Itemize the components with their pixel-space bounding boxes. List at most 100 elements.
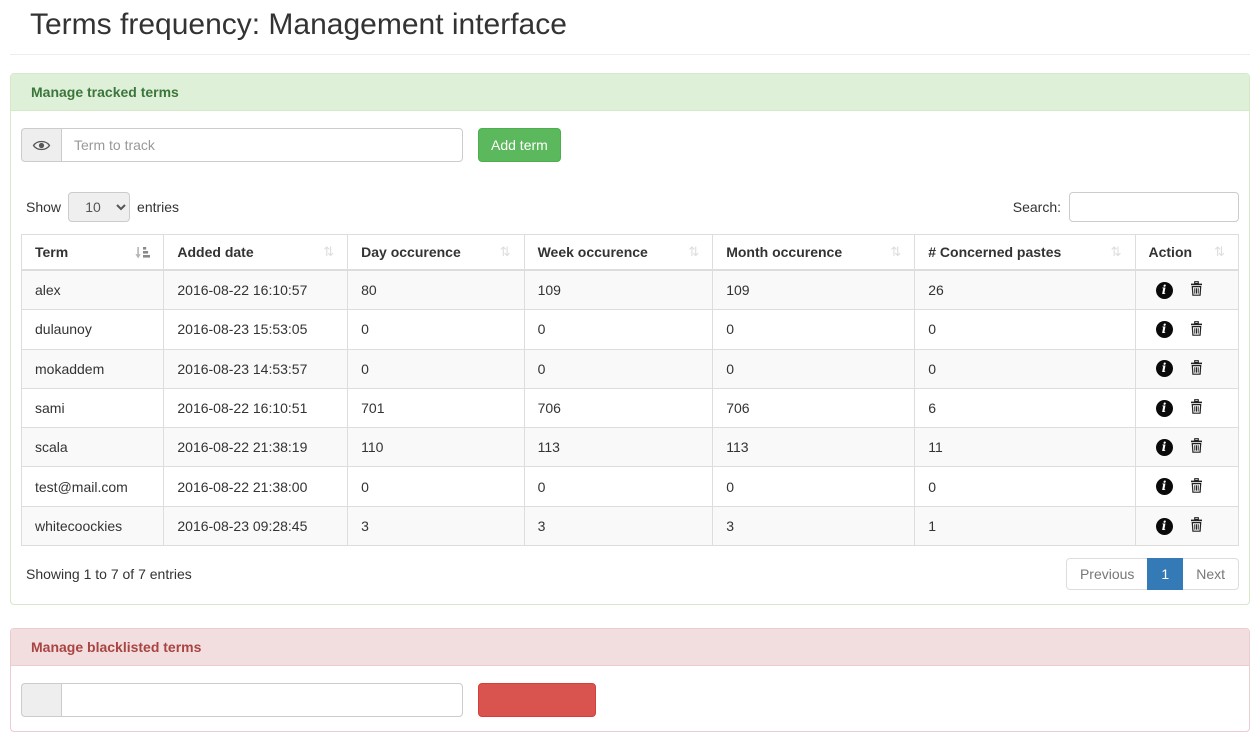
tracked-terms-panel: Manage tracked terms Add term Show (10, 73, 1250, 605)
cell-concerned-pastes: 0 (915, 310, 1135, 349)
blacklisted-terms-panel-heading: Manage blacklisted terms (11, 629, 1249, 666)
cell-term: dulaunoy (22, 310, 164, 349)
cell-month-occurence: 109 (713, 270, 915, 310)
tracked-terms-panel-body: Add term Show 10 entries Search: (11, 111, 1249, 604)
column-header-day-occurence[interactable]: Day occurence ⇅ (348, 235, 524, 271)
trash-icon[interactable] (1190, 478, 1203, 496)
cell-week-occurence: 0 (524, 467, 713, 506)
tracked-terms-table: Term Added date (21, 234, 1239, 546)
table-header-row: Term Added date (22, 235, 1239, 271)
cell-action: i (1135, 310, 1239, 349)
trash-icon[interactable] (1190, 438, 1203, 456)
cell-concerned-pastes: 1 (915, 506, 1135, 545)
table-header: Term Added date (22, 235, 1239, 271)
column-header-added-date[interactable]: Added date ⇅ (164, 235, 348, 271)
trash-icon[interactable] (1190, 321, 1203, 339)
info-icon[interactable]: i (1156, 400, 1173, 417)
table-row: scala 2016-08-22 21:38:19 110 113 113 11… (22, 428, 1239, 467)
cell-added-date: 2016-08-22 21:38:00 (164, 467, 348, 506)
cell-day-occurence: 80 (348, 270, 524, 310)
main-container: Manage tracked terms Add term Show (0, 73, 1260, 732)
cell-added-date: 2016-08-22 16:10:51 (164, 388, 348, 427)
table-search-control: Search: (1013, 192, 1239, 222)
table-info-text: Showing 1 to 7 of 7 entries (21, 566, 192, 582)
cell-added-date: 2016-08-23 14:53:57 (164, 349, 348, 388)
trash-icon[interactable] (1190, 281, 1203, 299)
table-controls-row: Show 10 entries Search: (21, 192, 1239, 222)
column-header-month-occurence[interactable]: Month occurence ⇅ (713, 235, 915, 271)
cell-action: i (1135, 467, 1239, 506)
page-length-select[interactable]: 10 (68, 192, 130, 222)
cell-concerned-pastes: 0 (915, 467, 1135, 506)
search-label: Search: (1013, 199, 1061, 215)
pagination-previous-button[interactable]: Previous (1066, 558, 1148, 590)
cell-month-occurence: 3 (713, 506, 915, 545)
table-row: whitecoockies 2016-08-23 09:28:45 3 3 3 … (22, 506, 1239, 545)
cell-added-date: 2016-08-22 16:10:57 (164, 270, 348, 310)
cell-day-occurence: 701 (348, 388, 524, 427)
info-icon[interactable]: i (1156, 439, 1173, 456)
table-row: mokaddem 2016-08-23 14:53:57 0 0 0 0 i (22, 349, 1239, 388)
column-header-week-occurence[interactable]: Week occurence ⇅ (524, 235, 713, 271)
column-header-concerned-pastes[interactable]: # Concerned pastes ⇅ (915, 235, 1135, 271)
sort-both-icon: ⇅ (323, 244, 334, 260)
eye-icon (32, 139, 51, 152)
eye-icon-addon (21, 128, 61, 162)
search-input[interactable] (1069, 192, 1239, 222)
trash-icon[interactable] (1190, 399, 1203, 417)
info-icon[interactable]: i (1156, 282, 1173, 299)
cell-day-occurence: 0 (348, 310, 524, 349)
term-to-track-input[interactable] (61, 128, 463, 162)
sort-ascending-icon (135, 246, 150, 259)
cell-week-occurence: 706 (524, 388, 713, 427)
pagination-next-button[interactable]: Next (1182, 558, 1239, 590)
cell-week-occurence: 3 (524, 506, 713, 545)
cell-term: alex (22, 270, 164, 310)
cell-month-occurence: 706 (713, 388, 915, 427)
cell-added-date: 2016-08-23 09:28:45 (164, 506, 348, 545)
cell-concerned-pastes: 0 (915, 349, 1135, 388)
column-header-action[interactable]: Action ⇅ (1135, 235, 1239, 271)
table-row: sami 2016-08-22 16:10:51 701 706 706 6 i (22, 388, 1239, 427)
trash-icon[interactable] (1190, 517, 1203, 535)
page-length-control: Show 10 entries (21, 192, 179, 222)
cell-action: i (1135, 388, 1239, 427)
table-row: test@mail.com 2016-08-22 21:38:00 0 0 0 … (22, 467, 1239, 506)
cell-action: i (1135, 506, 1239, 545)
info-icon[interactable]: i (1156, 518, 1173, 535)
table-body: alex 2016-08-22 16:10:57 80 109 109 26 i (22, 270, 1239, 546)
info-icon[interactable]: i (1156, 321, 1173, 338)
cell-day-occurence: 0 (348, 467, 524, 506)
page-title: Terms frequency: Management interface (30, 8, 1250, 42)
column-header-term[interactable]: Term (22, 235, 164, 271)
info-icon[interactable]: i (1156, 360, 1173, 377)
cell-month-occurence: 0 (713, 310, 915, 349)
sort-both-icon: ⇅ (500, 244, 511, 260)
pagination-page-1-button[interactable]: 1 (1147, 558, 1183, 590)
sort-both-icon: ⇅ (1111, 244, 1122, 260)
cell-week-occurence: 109 (524, 270, 713, 310)
blacklisted-terms-panel-body (11, 666, 1249, 731)
add-term-row: Add term (21, 128, 1239, 162)
table-row: alex 2016-08-22 16:10:57 80 109 109 26 i (22, 270, 1239, 310)
cell-term: sami (22, 388, 164, 427)
cell-day-occurence: 3 (348, 506, 524, 545)
cell-week-occurence: 0 (524, 349, 713, 388)
cell-action: i (1135, 270, 1239, 310)
cell-concerned-pastes: 6 (915, 388, 1135, 427)
cell-concerned-pastes: 11 (915, 428, 1135, 467)
table-row: dulaunoy 2016-08-23 15:53:05 0 0 0 0 i (22, 310, 1239, 349)
blacklisted-terms-panel: Manage blacklisted terms (10, 628, 1250, 732)
add-term-button[interactable]: Add term (478, 128, 561, 162)
sort-both-icon: ⇅ (688, 244, 699, 260)
entries-label: entries (137, 199, 179, 215)
trash-icon[interactable] (1190, 360, 1203, 378)
tracked-terms-panel-heading: Manage tracked terms (11, 74, 1249, 111)
cell-action: i (1135, 349, 1239, 388)
cell-week-occurence: 113 (524, 428, 713, 467)
cell-action: i (1135, 428, 1239, 467)
cell-day-occurence: 110 (348, 428, 524, 467)
info-icon[interactable]: i (1156, 478, 1173, 495)
cell-term: whitecoockies (22, 506, 164, 545)
cell-term: mokaddem (22, 349, 164, 388)
